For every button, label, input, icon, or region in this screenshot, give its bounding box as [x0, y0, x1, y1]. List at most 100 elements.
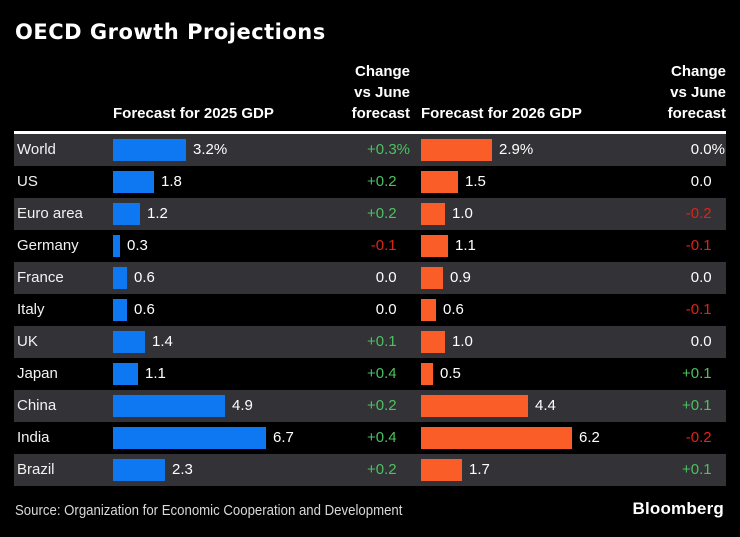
table-row: Germany 0.3 -0.1% 1.1 -0.1% [14, 230, 726, 262]
change-value-text: +0.3% [367, 141, 410, 158]
change-2025-value: +0.4% [300, 422, 410, 454]
gdp-2025-value: 6.7 [273, 429, 294, 446]
gdp-2026-bar [421, 235, 448, 257]
change-2025-value: +0.1% [300, 326, 410, 358]
gdp-2025-value: 2.3 [172, 461, 193, 478]
gdp-table: World3.2%+0.3%2.9%0.0%US1.8+0.2%1.50.0%E… [14, 134, 726, 486]
gdp-2025-bar [113, 139, 186, 161]
column-header-line: forecast [351, 105, 410, 122]
gdp-2026-value: 0.5 [440, 365, 461, 382]
change-value-text: 0.0 [375, 301, 397, 318]
change-value-text: +0.4 [367, 429, 397, 446]
change-value-text: 0.0 [690, 269, 712, 286]
page-title: OECD Growth Projections [15, 20, 326, 44]
column-header-line: forecast [667, 105, 726, 122]
row-label: India [17, 429, 50, 446]
gdp-2026-value: 1.0 [452, 333, 473, 350]
change-2026-value: 0.0% [615, 262, 725, 294]
change-2025-value: -0.1% [300, 230, 410, 262]
column-header-line: Change [354, 63, 410, 80]
row-label: Euro area [17, 205, 83, 222]
gdp-2026-bar [421, 139, 492, 161]
column-header-line: Change [670, 63, 726, 80]
row-label: UK [17, 333, 38, 350]
gdp-2026-bar [421, 363, 433, 385]
gdp-2026-value: 1.0 [452, 205, 473, 222]
gdp-2025-value: 4.9 [232, 397, 253, 414]
gdp-2026-value: 6.2 [579, 429, 600, 446]
gdp-2025-bar [113, 171, 154, 193]
gdp-2025-value: 0.6 [134, 269, 155, 286]
change-2025-value: +0.3% [300, 134, 410, 166]
column-header-line: vs June [670, 84, 726, 101]
gdp-2025-bar [113, 427, 266, 449]
change-2025-value: +0.2% [300, 390, 410, 422]
gdp-2025-bar [113, 331, 145, 353]
gdp-2025-value: 1.4 [152, 333, 173, 350]
gdp-2025-bar [113, 235, 120, 257]
change-2025-value: +0.2% [300, 454, 410, 486]
change-2026-value: +0.1% [615, 358, 725, 390]
table-row: US 1.8 +0.2% 1.5 0.0% [14, 166, 726, 198]
table-row: China 4.9 +0.2% 4.4 +0.1% [14, 390, 726, 422]
gdp-2026-value: 0.9 [450, 269, 471, 286]
table-row: World 3.2% +0.3% 2.9% 0.0% [14, 134, 726, 166]
change-value-text: 0.0 [375, 269, 397, 286]
change-2025-value: +0.4% [300, 358, 410, 390]
gdp-2025-value: 1.1 [145, 365, 166, 382]
change-2025-value: 0.0% [300, 262, 410, 294]
table-row: Euro area 1.2 +0.2% 1.0 -0.2% [14, 198, 726, 230]
change-2025-value: +0.2% [300, 198, 410, 230]
row-label: France [17, 269, 64, 286]
change-value-text: -0.2 [685, 205, 712, 222]
change-value-text: -0.1 [370, 237, 397, 254]
change-value-text: -0.1 [685, 237, 712, 254]
gdp-2025-bar [113, 459, 165, 481]
change-2026-value: +0.1% [615, 454, 725, 486]
change-2026-value: -0.2% [615, 422, 725, 454]
gdp-2026-bar [421, 299, 436, 321]
header-divider [14, 131, 726, 134]
change-2025-value: 0.0% [300, 294, 410, 326]
gdp-2025-bar [113, 203, 140, 225]
gdp-2026-value: 4.4 [535, 397, 556, 414]
source-note: Source: Organization for Economic Cooper… [15, 502, 403, 519]
table-row: India 6.7 +0.4% 6.2 -0.2% [14, 422, 726, 454]
change-value-text: +0.2 [367, 397, 397, 414]
column-header-2026-gdp: Forecast for 2026 GDP [421, 105, 582, 122]
row-label: Germany [17, 237, 79, 254]
table-row: Italy 0.6 0.0% 0.6 -0.1% [14, 294, 726, 326]
change-2026-value: 0.0% [615, 134, 725, 166]
change-value-text: +0.1 [367, 333, 397, 350]
gdp-2025-bar [113, 363, 138, 385]
change-value-text: +0.1 [682, 397, 712, 414]
column-header-2025-gdp: Forecast for 2025 GDP [113, 105, 274, 122]
change-value-text: 0.0 [690, 173, 712, 190]
row-label: World [17, 141, 56, 158]
table-row: Japan 1.1 +0.4% 0.5 +0.1% [14, 358, 726, 390]
gdp-2025-value: 0.6 [134, 301, 155, 318]
bloomberg-logo: Bloomberg [632, 499, 724, 518]
change-value-text: +0.2 [367, 173, 397, 190]
gdp-2025-bar [113, 267, 127, 289]
gdp-2025-value: 1.8 [161, 173, 182, 190]
row-label: Italy [17, 301, 45, 318]
gdp-2026-bar [421, 395, 528, 417]
change-2026-value: -0.2% [615, 198, 725, 230]
column-header-change-2026: Change vs June forecast [616, 61, 726, 124]
gdp-2026-bar [421, 427, 572, 449]
change-2026-value: 0.0% [615, 326, 725, 358]
change-2026-value: -0.1% [615, 294, 725, 326]
change-value-text: +0.2 [367, 205, 397, 222]
change-value-text: 0.0% [690, 141, 725, 158]
gdp-2026-bar [421, 267, 443, 289]
gdp-2025-bar [113, 395, 225, 417]
gdp-2026-value: 1.1 [455, 237, 476, 254]
gdp-2026-bar [421, 171, 458, 193]
table-row: Brazil 2.3 +0.2% 1.7 +0.1% [14, 454, 726, 486]
gdp-2026-bar [421, 331, 445, 353]
gdp-2026-value: 1.5 [465, 173, 486, 190]
change-value-text: -0.1 [685, 301, 712, 318]
row-label: Japan [17, 365, 58, 382]
gdp-2025-value: 1.2 [147, 205, 168, 222]
